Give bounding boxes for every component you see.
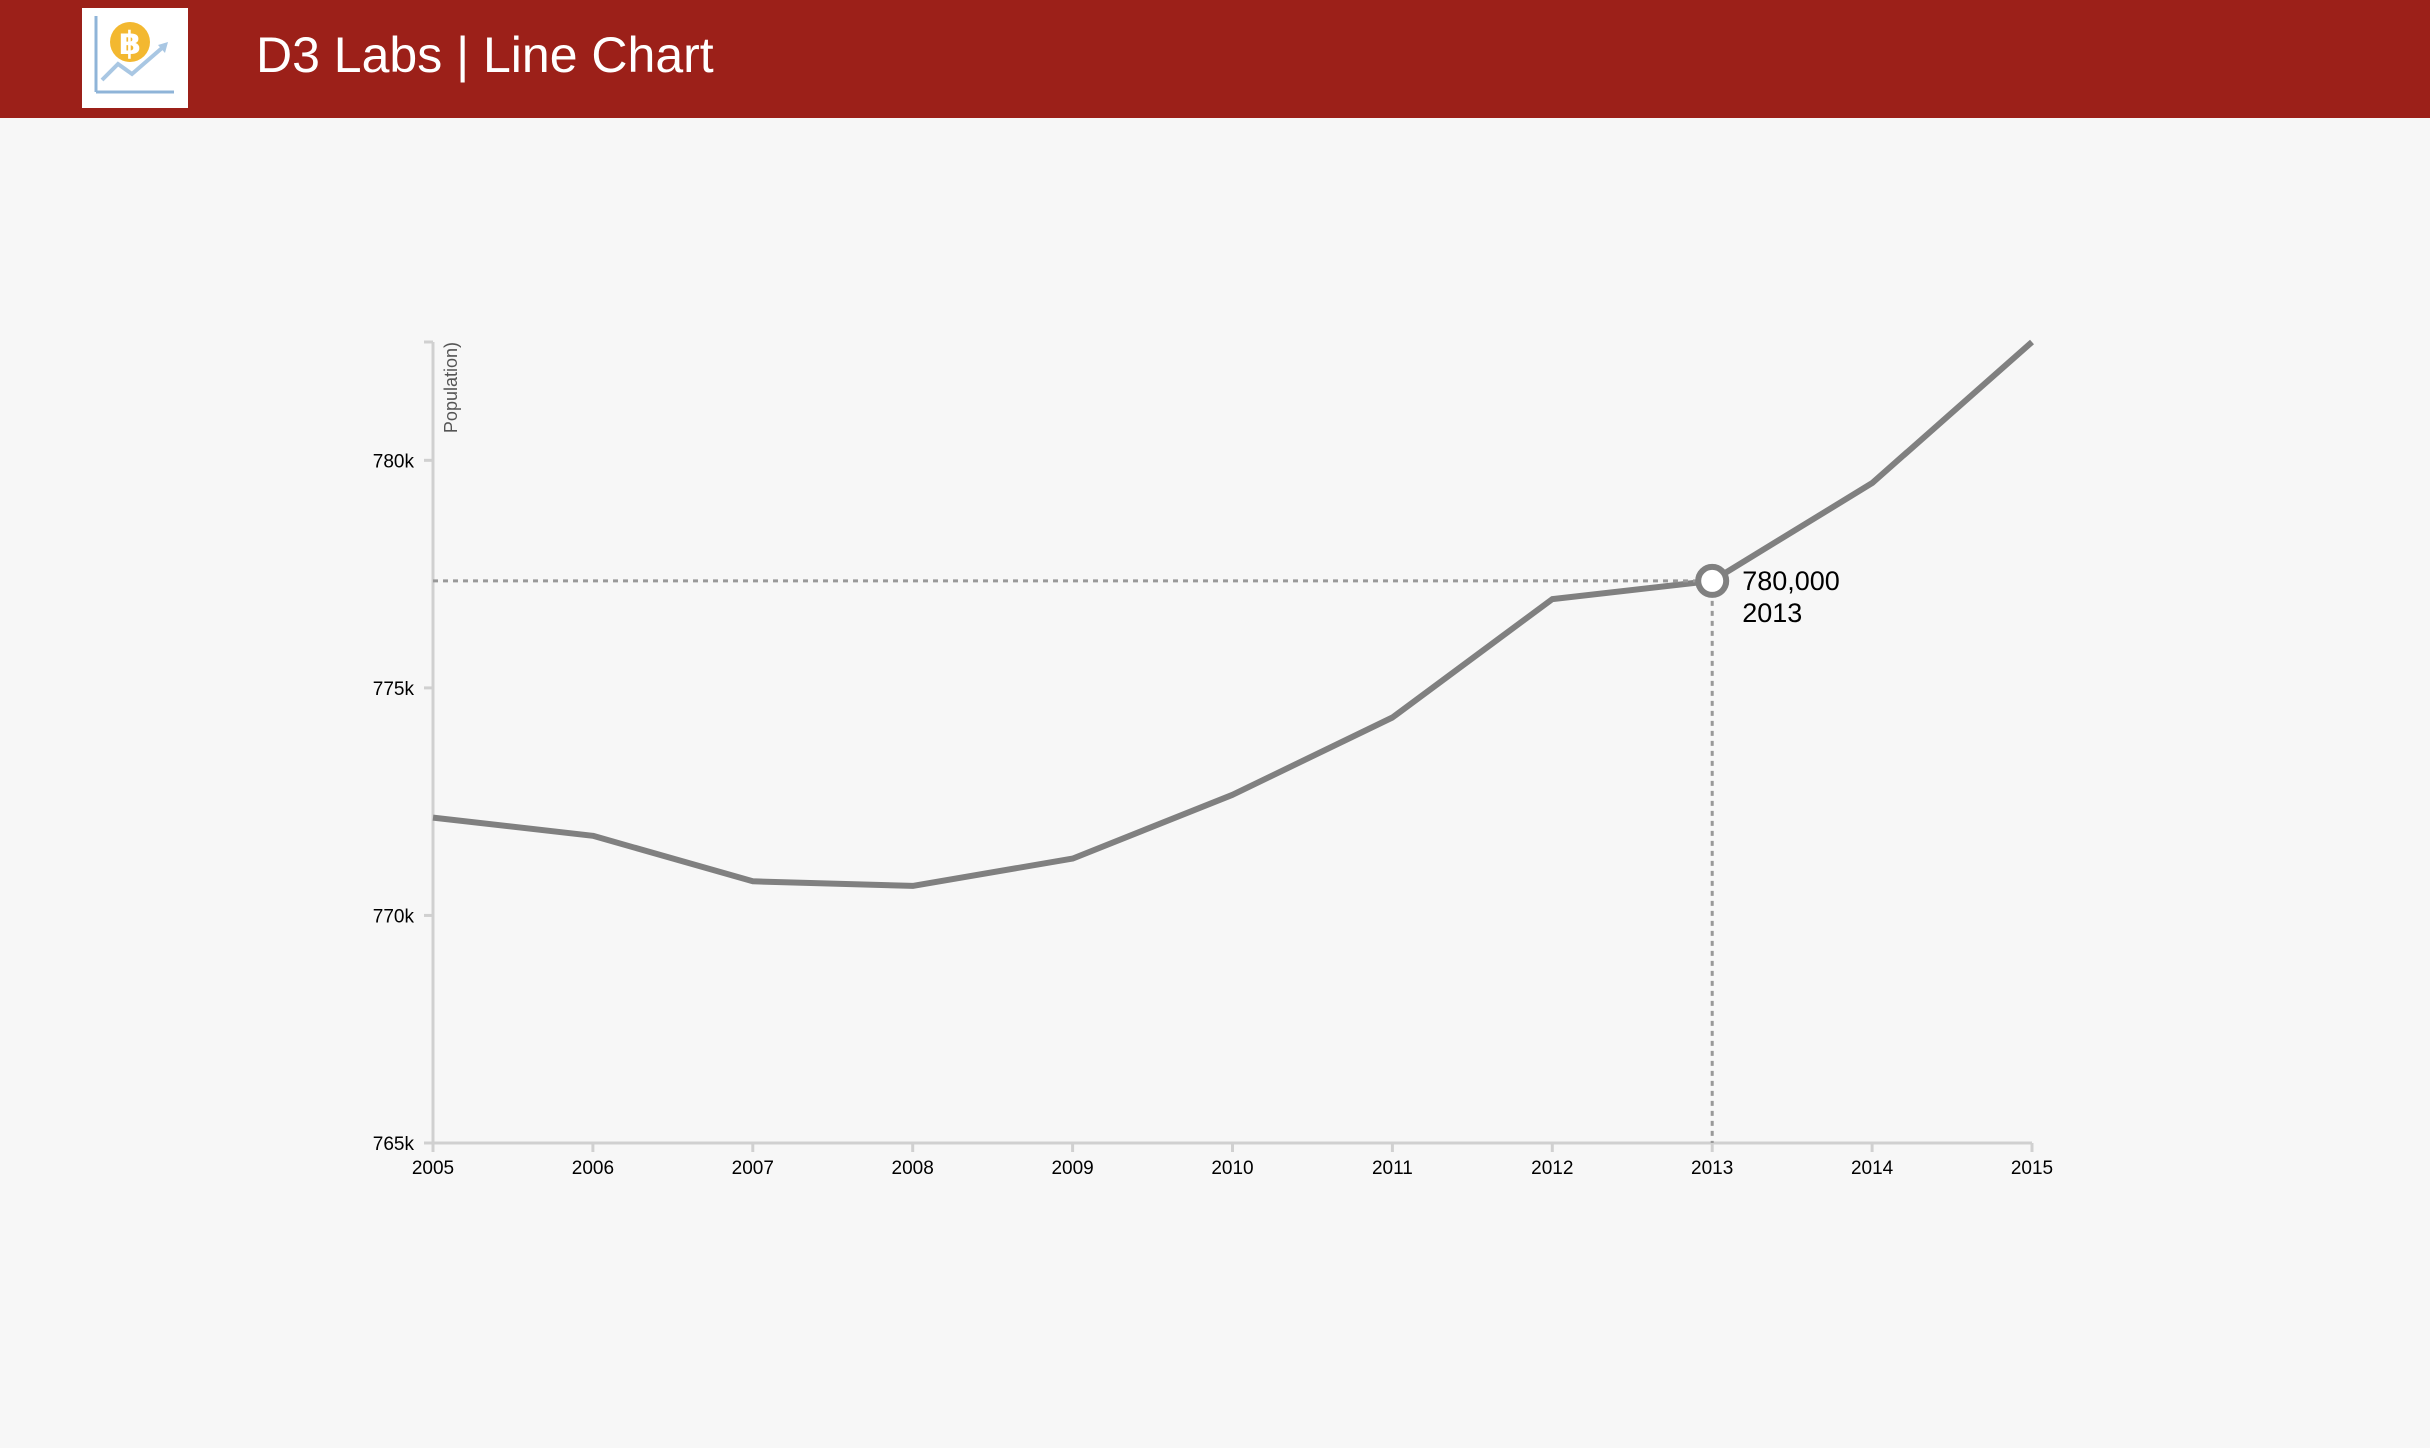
x-tick-label: 2010: [1211, 1158, 1253, 1179]
x-tick-label: 2009: [1051, 1158, 1093, 1179]
series-layer: [432, 339, 2034, 889]
x-tick-label: 2008: [892, 1158, 934, 1179]
x-axis: 2005 2006 2007 2008 2009 2010 2011 2012 2013 2014…: [412, 1141, 2053, 1179]
x-tick-label: 2005: [412, 1158, 454, 1179]
y-axis: 765k 770k 775k 780k: [373, 340, 435, 1155]
x-tick-label: 2014: [1851, 1158, 1894, 1179]
y-tick-label: 780k: [373, 451, 415, 472]
x-tick-label: 2015: [2011, 1158, 2053, 1179]
page-title: D3 Labs | Line Chart: [256, 27, 714, 83]
focus-marker[interactable]: [1695, 563, 1730, 598]
x-tick-label: 2006: [572, 1158, 614, 1179]
x-tick-label: 2007: [732, 1158, 774, 1179]
y-tick-label: 775k: [373, 679, 415, 700]
series-line: [432, 339, 2034, 889]
focus-year-label: 2013: [1742, 598, 1802, 628]
logo[interactable]: ฿: [82, 8, 188, 108]
x-tick-label: 2012: [1531, 1158, 1573, 1179]
svg-text:฿: ฿: [119, 24, 141, 62]
y-tick-label: 765k: [373, 1134, 415, 1155]
x-tick-label: 2013: [1691, 1158, 1733, 1179]
y-tick-label: 770k: [373, 906, 415, 927]
x-tick-label: 2011: [1372, 1158, 1413, 1179]
focus-value-label: 780,000: [1742, 566, 1840, 596]
bitcoin-chart-logo-icon: ฿: [94, 16, 174, 94]
navbar: ฿ D3 Labs | Line Chart: [0, 0, 2430, 118]
y-axis-label: Population): [441, 342, 461, 433]
